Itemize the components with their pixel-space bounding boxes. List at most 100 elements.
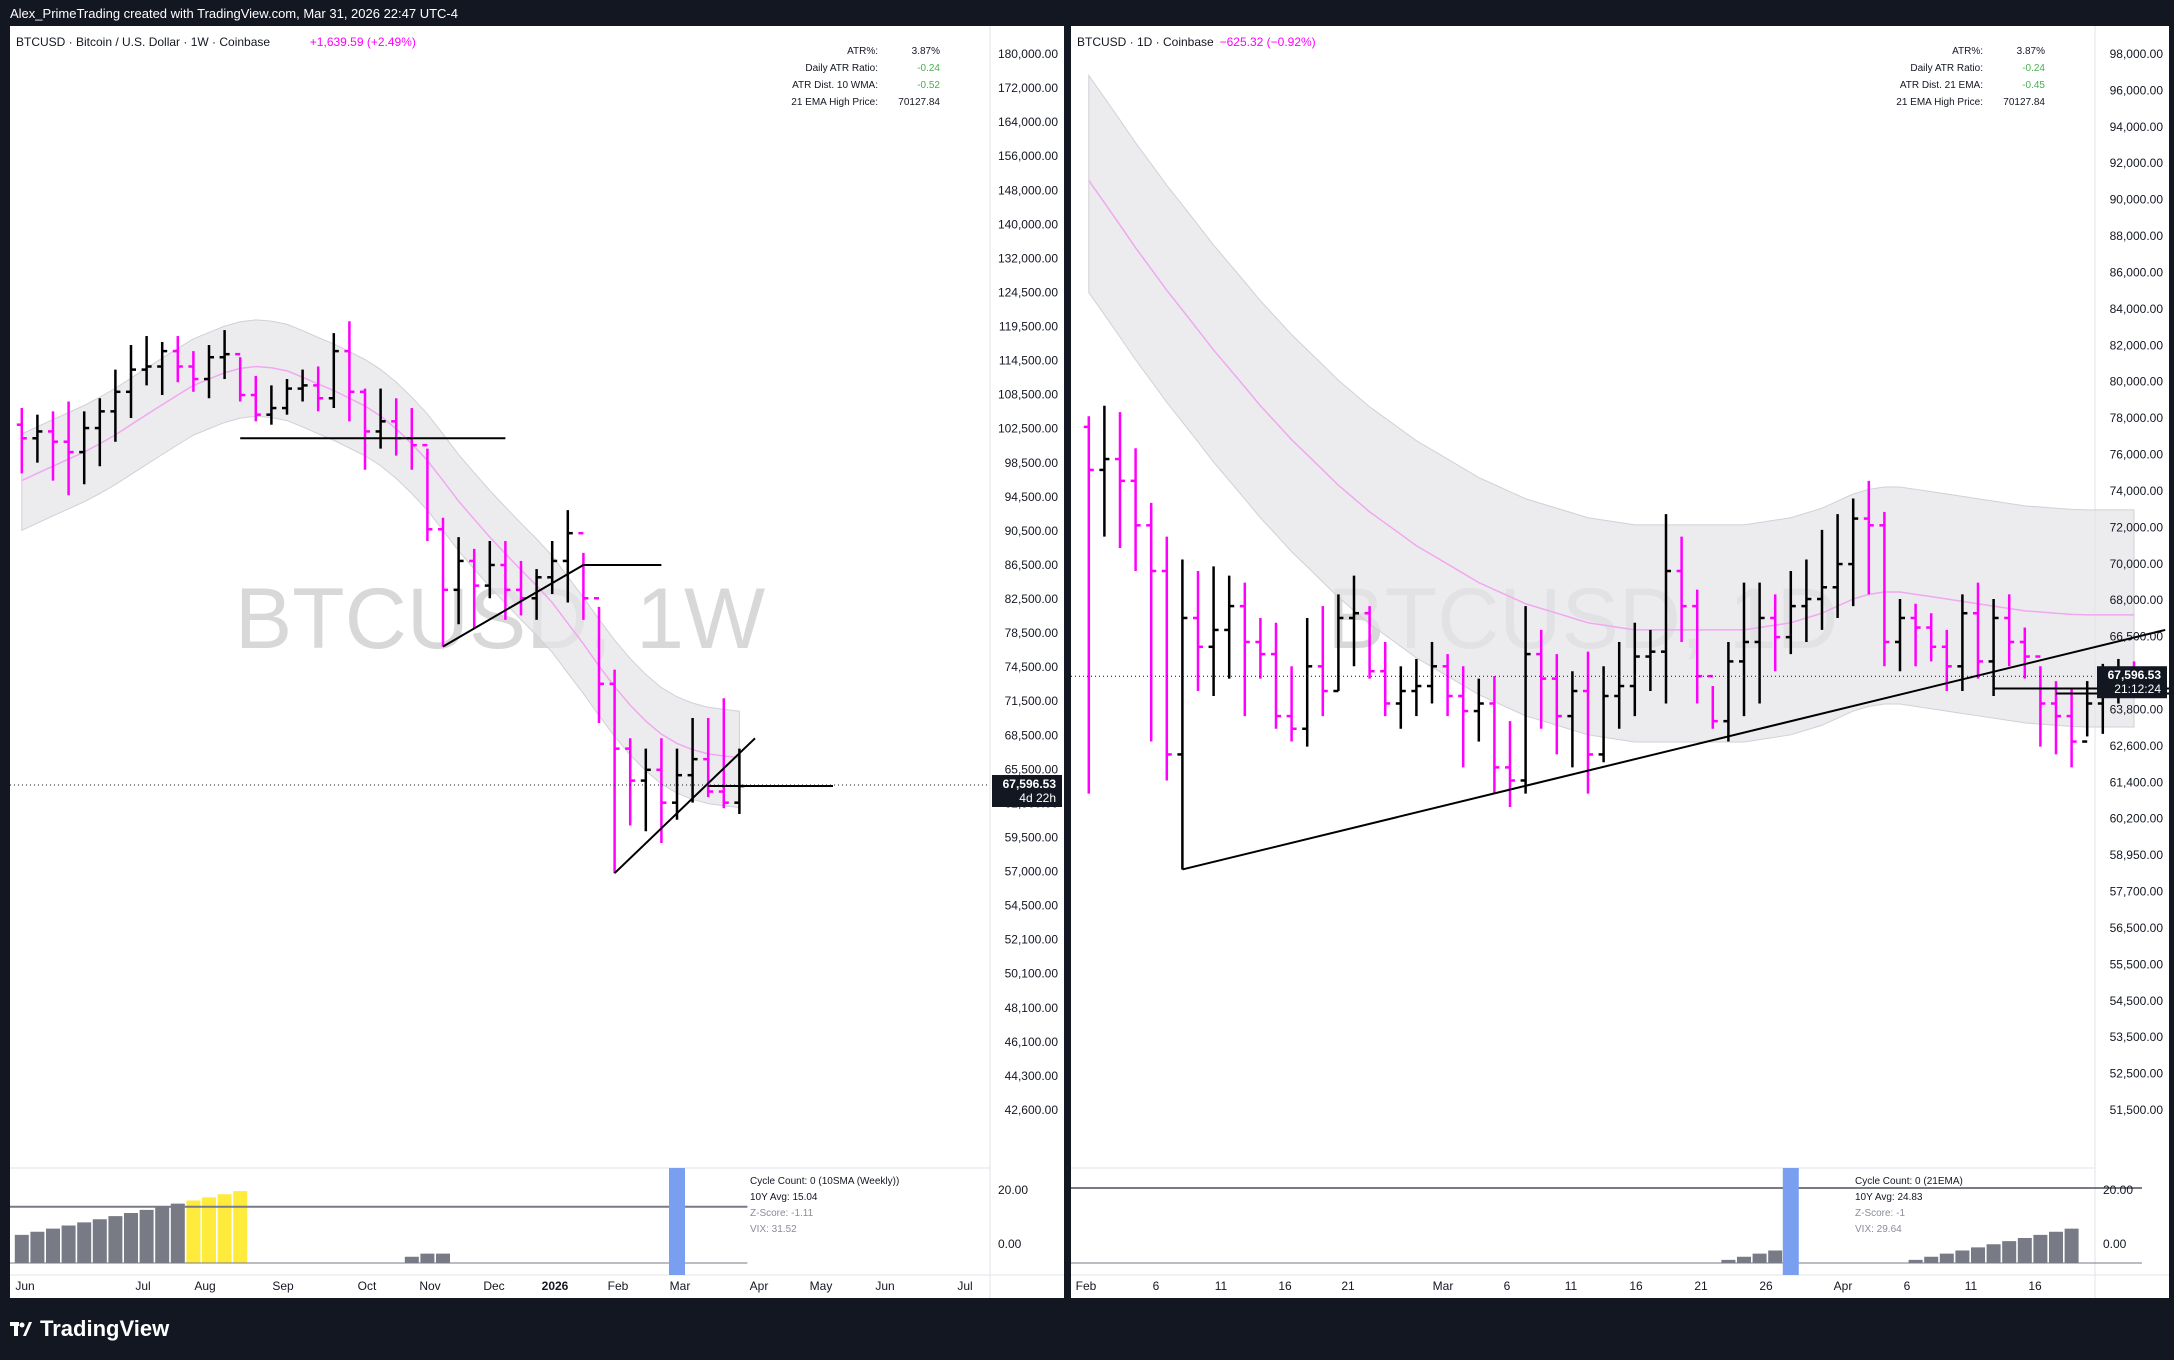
time-tick-label: 16 (1278, 1279, 1292, 1293)
ohlc-bar (656, 738, 667, 844)
ohlc-bar (250, 375, 261, 422)
price-tick-label: 68,500.00 (1005, 728, 1059, 742)
price-tick-label: 52,500.00 (2110, 1067, 2164, 1081)
info-label: ATR%: (1952, 46, 1983, 57)
time-tick-label: 16 (2028, 1279, 2042, 1293)
ohlc-bar (1505, 721, 1515, 807)
ohlc-bar (1614, 641, 1625, 729)
volume-bar (46, 1228, 60, 1263)
ohlc-bar (360, 388, 370, 470)
info-label: ATR%: (847, 46, 878, 57)
daily-chart-panel[interactable]: BTCUSD, 1D98,000.0096,000.0094,000.0092,… (1071, 26, 2169, 1298)
ohlc-bar (1083, 416, 1094, 794)
ohlc-bar (1661, 514, 1671, 704)
ohlc-bar (1567, 671, 1578, 768)
price-tick-label: 60,200.00 (2110, 812, 2164, 826)
price-tick-label: 52,100.00 (1005, 933, 1059, 947)
ohlc-bar (1333, 594, 1344, 693)
brand-name: TradingView (40, 1316, 170, 1341)
ohlc-bar (1973, 582, 1983, 679)
info-label: ATR Dist. 10 WMA: (792, 80, 878, 91)
ohlc-bar (235, 352, 246, 402)
tradingview-icon (10, 1322, 32, 1336)
price-tick-label: 74,000.00 (2110, 484, 2164, 498)
price-tick-label: 124,500.00 (998, 285, 1058, 299)
price-tick-label: 74,500.00 (1005, 660, 1059, 674)
ohlc-bar (1598, 666, 1609, 763)
volume-bar (2064, 1228, 2079, 1263)
weekly-chart-svg[interactable]: BTCUSD, 1W180,000.00172,000.00164,000.00… (10, 26, 1064, 1298)
ohlc-bar (157, 342, 168, 396)
price-tick-label: 132,000.00 (998, 251, 1058, 265)
volume-bar (2033, 1234, 2048, 1263)
price-tick-label: 76,000.00 (2110, 448, 2164, 462)
ohlc-bar (48, 411, 58, 481)
time-tick-label: 6 (1904, 1279, 1911, 1293)
ohlc-bar (1832, 514, 1843, 618)
price-tick-label: 86,500.00 (1005, 558, 1059, 572)
ohlc-bar (1785, 571, 1796, 655)
sub-info-text: VIX: 31.52 (750, 1224, 797, 1235)
price-tick-label: 78,000.00 (2110, 411, 2164, 425)
ohlc-bar (219, 330, 230, 380)
ema-line (1088, 180, 2134, 631)
price-tick-label: 56,500.00 (2110, 921, 2164, 935)
price-tick-label: 96,000.00 (2110, 83, 2164, 97)
tradingview-logo[interactable]: TradingView (10, 1316, 169, 1342)
price-tick-label: 88,000.00 (2110, 229, 2164, 243)
volume-bar (2049, 1231, 2063, 1263)
ohlc-bar (1286, 666, 1297, 742)
ohlc-bar (1146, 502, 1157, 742)
ohlc-bar (453, 537, 464, 625)
volume-bar (61, 1225, 76, 1263)
time-tick-label: 11 (1965, 1279, 1978, 1293)
volume-bar (108, 1216, 123, 1263)
price-tick-label: 180,000.00 (998, 47, 1058, 61)
volume-bar (2017, 1238, 2032, 1263)
time-tick-label: Jun (875, 1279, 894, 1293)
ohlc-bar (531, 569, 542, 620)
info-value: -0.45 (2022, 80, 2045, 91)
time-tick-label: 21 (1341, 1279, 1355, 1293)
price-tick-label: 108,500.00 (998, 388, 1058, 402)
ohlc-bar (1957, 594, 1968, 692)
price-tick-label: 46,100.00 (1005, 1035, 1059, 1049)
weekly-chart-panel[interactable]: BTCUSD, 1W 180,000.00 172,000.00 164,000.00… (10, 26, 1064, 1298)
ohlc-bar (547, 541, 558, 595)
cycle-marker (669, 1168, 685, 1275)
price-tick-label: 80,000.00 (2110, 375, 2164, 389)
ohlc-bar (2019, 627, 2030, 679)
info-label: 21 EMA High Price: (791, 97, 878, 108)
daily-chart-svg[interactable]: BTCUSD, 1D98,000.0096,000.0094,000.0092,… (1071, 26, 2169, 1298)
price-tick-label: 51,500.00 (2110, 1103, 2164, 1117)
price-tick-label: 72,000.00 (2110, 520, 2164, 534)
ohlc-bar (1473, 678, 1484, 742)
ohlc-bar (1723, 641, 1734, 742)
bar-countdown: 4d 22h (1019, 791, 1056, 805)
info-value: -0.24 (2022, 63, 2045, 74)
price-tick-label: 61,400.00 (2110, 775, 2164, 789)
price-tick-label: 54,500.00 (1005, 899, 1059, 913)
symbol-title: BTCUSD · 1D · Coinbase (1077, 35, 1214, 49)
ohlc-bar (94, 398, 105, 467)
ohlc-bar (313, 366, 324, 412)
time-tick-label: Mar (670, 1279, 691, 1293)
ohlc-bar (1489, 676, 1500, 794)
ema-band (1088, 73, 2135, 743)
time-tick-label: Nov (419, 1279, 440, 1293)
ohlc-bar (625, 738, 636, 826)
price-tick-label: 94,000.00 (2110, 120, 2164, 134)
time-tick-label: Aug (194, 1279, 215, 1293)
time-tick-label: Apr (1834, 1279, 1853, 1293)
ohlc-bar (1801, 559, 1812, 642)
price-tick-label: 53,500.00 (2110, 1030, 2164, 1044)
ohlc-bar (188, 351, 199, 392)
sub-info-text: Z-Score: -1 (1855, 1208, 1905, 1219)
cycle-marker (1782, 1168, 1799, 1275)
ohlc-bar (1848, 498, 1859, 607)
volume-bar (2002, 1241, 2017, 1263)
ohlc-bar (110, 369, 121, 442)
volume-bar (1752, 1253, 1767, 1263)
time-tick-label: May (810, 1279, 833, 1293)
trendline (1182, 628, 2166, 871)
